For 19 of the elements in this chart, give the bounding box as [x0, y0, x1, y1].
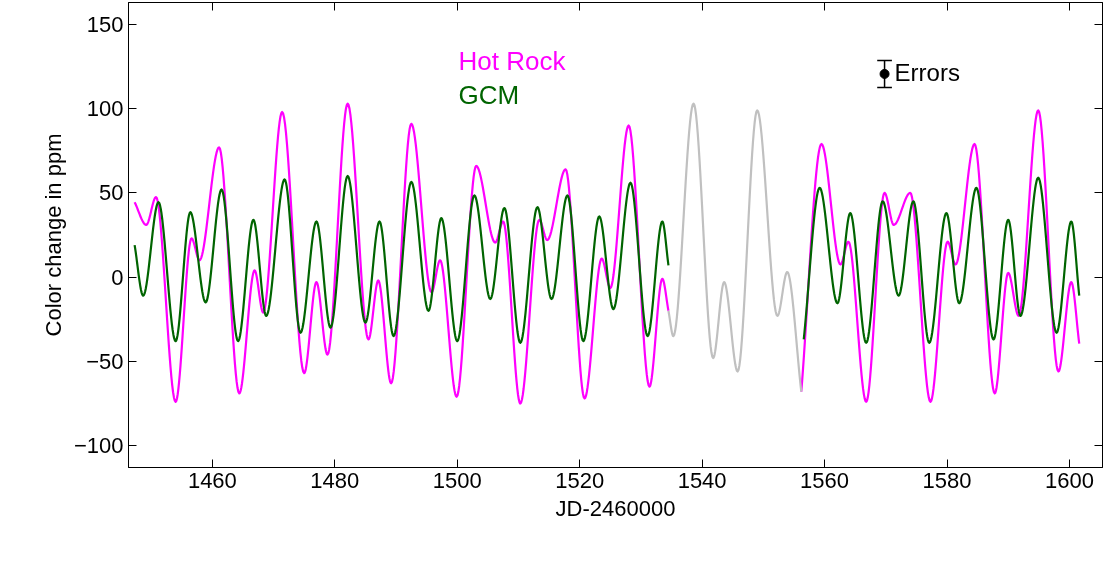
- y-axis-title: Color change in ppm: [40, 133, 66, 337]
- y-tick-label: 150: [86, 11, 124, 37]
- text: Hot Rock: [458, 45, 567, 76]
- y-tick-label: 0: [111, 264, 124, 290]
- x-axis-title: JD-2460000: [555, 495, 676, 521]
- x-tick-label: 1580: [922, 467, 972, 493]
- x-tick-label: 1520: [555, 467, 605, 493]
- x-tick-label: 1600: [1044, 467, 1094, 493]
- x-tick-label: 1460: [187, 467, 237, 493]
- x-tick-label: 1500: [432, 467, 482, 493]
- series-label: Errors: [894, 58, 960, 86]
- y-tick-label: −100: [73, 433, 124, 459]
- x-tick-label: 1560: [800, 467, 850, 493]
- text: GCM: [458, 79, 520, 110]
- y-tick-label: −50: [86, 348, 124, 374]
- x-tick-label: 1540: [677, 467, 727, 493]
- y-tick-label: 50: [99, 180, 124, 206]
- y-tick-label: 100: [86, 96, 124, 122]
- x-tick-label: 1480: [310, 467, 360, 493]
